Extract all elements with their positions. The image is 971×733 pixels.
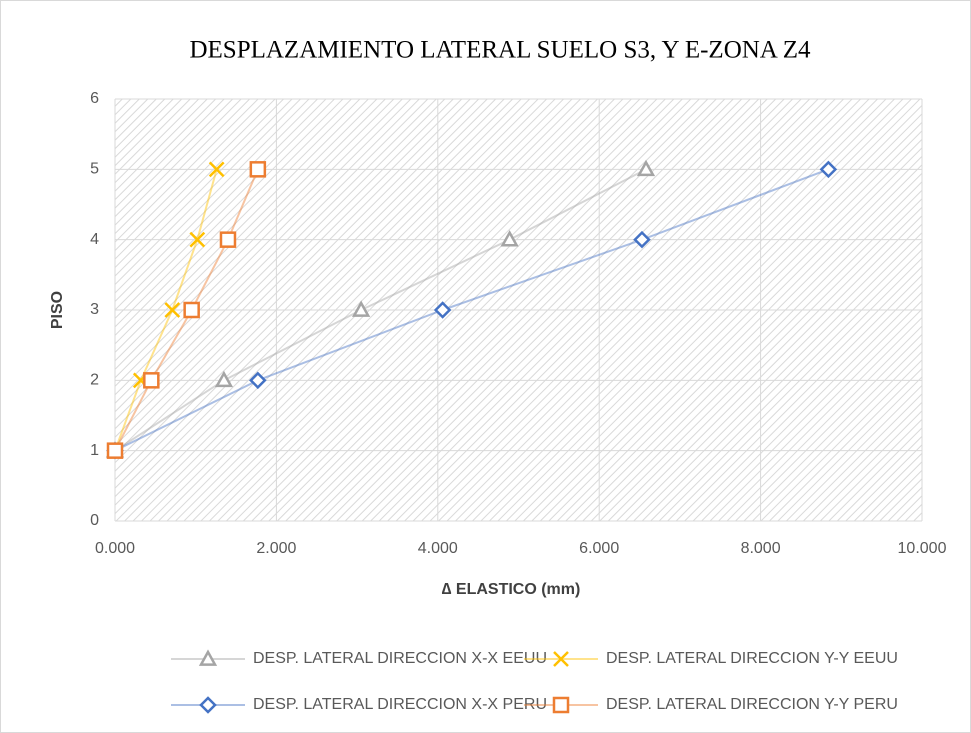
marker [433,301,452,319]
y-tick-label: 4 [90,231,99,248]
x-axis-title: ∆ ELASTICO (mm) [442,581,581,598]
legend-marker [552,696,570,714]
marker [219,231,237,248]
x-tick-label: 2.000 [256,540,296,557]
y-tick-label: 2 [90,372,99,389]
legend-label: DESP. LATERAL DIRECCION Y-Y PERU [606,696,898,713]
y-tick-label: 3 [90,301,99,318]
marker [352,300,371,317]
x-tick-label: 10.000 [898,540,947,557]
legend-label: DESP. LATERAL DIRECCION Y-Y EEUU [606,650,898,667]
marker [143,372,160,389]
y-axis-title: PISO [49,291,66,329]
legend-marker [199,696,217,714]
y-tick-label: 5 [90,161,99,178]
marker [500,230,519,247]
chart-title: DESPLAZAMIENTO LATERAL SUELO S3, Y E-ZON… [189,37,811,64]
marker [819,160,838,179]
y-tick-label: 6 [90,90,99,107]
marker [106,442,124,459]
x-tick-label: 6.000 [579,540,619,557]
x-tick-label: 0.000 [95,540,135,557]
legend-label: DESP. LATERAL DIRECCION X-X EEUU [253,650,547,667]
marker [214,370,234,388]
legend-marker [198,649,218,666]
marker [249,161,267,178]
legend-label: DESP. LATERAL DIRECCION X-X PERU [253,696,547,713]
legend-marker [553,651,569,667]
marker [249,371,267,390]
marker [164,302,181,318]
x-tick-label: 8.000 [741,540,781,557]
y-tick-label: 0 [90,512,99,529]
marker [636,159,656,177]
marker [183,301,200,319]
marker [208,161,225,178]
x-tick-label: 4.000 [418,540,458,557]
marker [189,231,206,248]
marker [633,230,651,249]
y-tick-label: 1 [90,442,99,459]
